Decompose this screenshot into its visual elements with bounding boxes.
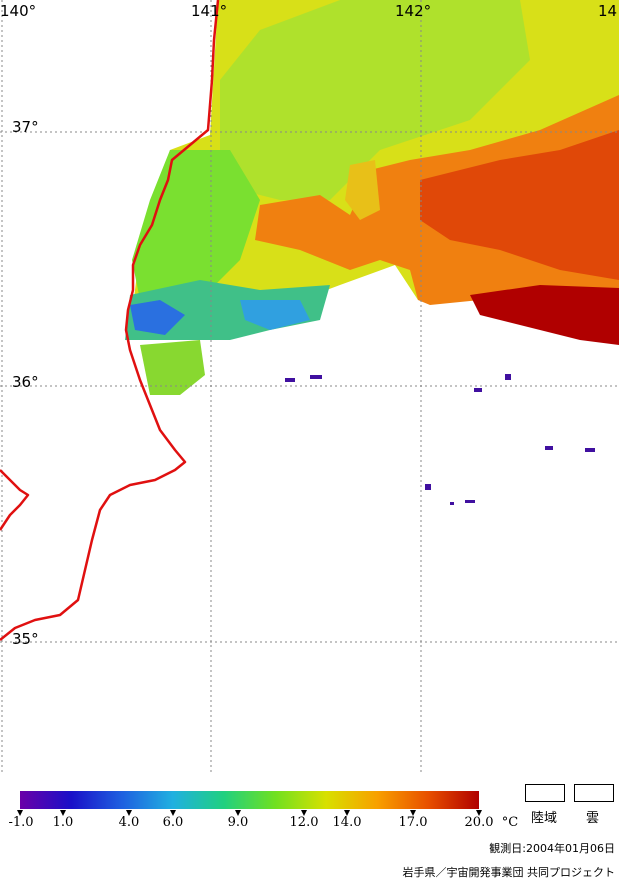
- lon-label-142: 142°: [395, 2, 432, 20]
- cb-mark: [60, 810, 66, 816]
- coastline: [0, 0, 220, 641]
- cb-mark: [126, 810, 132, 816]
- cb-tick-label: 12.0: [289, 815, 319, 830]
- cb-mark: [410, 810, 416, 816]
- sst-scatter-pixels: [285, 374, 595, 505]
- lon-label-140: 140°: [0, 2, 37, 20]
- cb-mark: [344, 810, 350, 816]
- cb-tick-label: 20.0: [464, 815, 494, 830]
- cb-mark: [235, 810, 241, 816]
- lat-label-36: 36°: [12, 373, 39, 391]
- credit-text: 岩手県／宇宙開発事業団 共同プロジェクト: [402, 866, 616, 879]
- cloud-legend-swatch: [574, 784, 614, 802]
- sst-field-green-band: [220, 0, 530, 200]
- sst-field-dark-red: [470, 285, 619, 345]
- cb-unit: °C: [501, 815, 519, 830]
- observation-date: 観測日:2004年01月06日: [489, 842, 615, 855]
- land-legend-swatch: [525, 784, 565, 802]
- colorbar: [20, 791, 479, 809]
- sst-field-cold-patches-2: [240, 300, 310, 330]
- lat-label-37: 37°: [12, 118, 39, 136]
- cb-tick-label: 14.0: [332, 815, 362, 830]
- sst-field-red: [420, 130, 619, 280]
- cb-mark: [170, 810, 176, 816]
- cb-mark: [476, 810, 482, 816]
- cloud-legend-label: 雲: [586, 811, 600, 826]
- cb-mark: [301, 810, 307, 816]
- lat-label-35: 35°: [12, 630, 39, 648]
- graticule: [0, 0, 619, 772]
- sst-map: [0, 0, 619, 772]
- cb-tick-label: 9.0: [227, 815, 249, 830]
- land-legend-label: 陸域: [531, 811, 558, 826]
- lon-label-143: 14: [598, 2, 618, 20]
- cb-tick-label: 6.0: [162, 815, 184, 830]
- colorbar-tick-marks: [17, 810, 482, 816]
- cb-tick-label: -1.0: [8, 815, 34, 830]
- cb-tick-label: 4.0: [118, 815, 140, 830]
- sst-field-yellow-inlet: [345, 160, 380, 220]
- cb-mark: [17, 810, 23, 816]
- coastline-bay: [0, 469, 30, 531]
- sst-field-cold-patches: [130, 300, 185, 335]
- cb-tick-label: 17.0: [398, 815, 428, 830]
- cb-tick-label: 1.0: [52, 815, 74, 830]
- sst-field-south-patch: [140, 340, 205, 395]
- lon-label-141: 141°: [191, 2, 228, 20]
